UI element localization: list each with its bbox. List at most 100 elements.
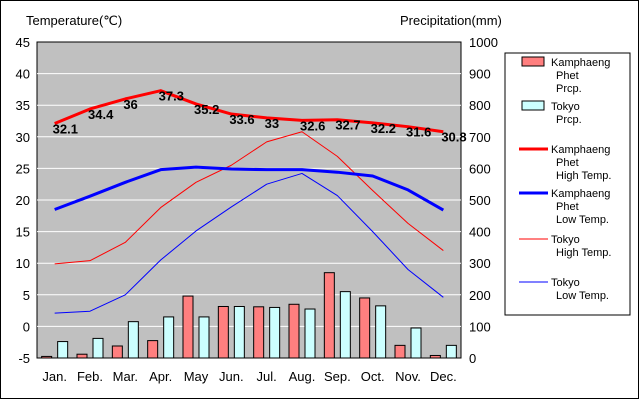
- right-tick-label: 0: [469, 351, 476, 366]
- legend-box: [504, 52, 631, 316]
- x-tick-label: Nov.: [395, 369, 421, 384]
- left-tick-label: -5: [18, 351, 30, 366]
- right-tick-label: 800: [469, 98, 491, 113]
- tokyo-precip-bar: [57, 341, 69, 359]
- right-axis-title: Precipitation(mm): [400, 13, 502, 28]
- legend-label: Phet: [556, 201, 579, 213]
- gridlines: [37, 73, 461, 327]
- left-tick-label: 5: [23, 288, 30, 303]
- kamphaeng-low-temp-line: [54, 165, 445, 212]
- legend-swatch: [521, 56, 545, 67]
- x-tick-label: Dec.: [430, 369, 457, 384]
- temperature-lines: [54, 89, 445, 314]
- high-temp-data-label: 32.7: [335, 118, 360, 133]
- left-tick-label: 30: [16, 130, 30, 145]
- tokyo-low-temp-line: [54, 172, 444, 314]
- tokyo-high-temp-line: [54, 131, 444, 265]
- tokyo-precip-bar: [92, 337, 104, 359]
- legend-label: Tokyo: [551, 277, 580, 289]
- x-tick-label: Jul.: [257, 369, 277, 384]
- right-tick-label: 600: [469, 161, 491, 176]
- legend-label: Kamphaeng: [551, 57, 610, 69]
- legend-label: High Temp.: [556, 170, 611, 182]
- x-tick-label: Jun.: [219, 369, 244, 384]
- high-temp-data-label: 34.4: [88, 107, 114, 122]
- x-tick-label: Feb.: [77, 369, 103, 384]
- legend-label: High Temp.: [556, 247, 611, 259]
- high-temp-data-label: 36: [123, 97, 137, 112]
- high-temp-data-label: 31.6: [406, 125, 431, 140]
- left-tick-label: 35: [16, 98, 30, 113]
- high-temp-data-label: 35.2: [194, 102, 219, 117]
- right-tick-label: 900: [469, 67, 491, 82]
- kamphaeng-precip-bar: [76, 353, 88, 359]
- high-temp-data-label: 33: [265, 116, 279, 131]
- kamphaeng-precip-bar: [394, 344, 406, 359]
- left-tick-label: 25: [16, 161, 30, 176]
- kamphaeng-precip-bar: [288, 303, 300, 359]
- high-temp-data-label: 37.3: [159, 89, 184, 104]
- left-tick-label: 0: [23, 319, 30, 334]
- legend-label: Prcp.: [556, 83, 582, 95]
- x-tick-label: Mar.: [113, 369, 138, 384]
- high-temp-data-label: 32.1: [53, 122, 78, 137]
- legend-label: Tokyo: [551, 101, 580, 113]
- tokyo-precip-bar: [198, 316, 210, 359]
- tokyo-precip-bar: [127, 321, 139, 359]
- precipitation-bars: [41, 272, 457, 359]
- x-tick-label: Sep.: [324, 369, 351, 384]
- x-tick-label: Oct.: [361, 369, 385, 384]
- kamphaeng-precip-bar: [147, 340, 159, 359]
- legend-label: Phet: [556, 70, 579, 82]
- legend-label: Kamphaeng: [551, 144, 610, 156]
- tokyo-precip-bar: [304, 308, 316, 359]
- x-tick-label: May: [184, 369, 209, 384]
- tokyo-precip-bar: [233, 305, 245, 359]
- kamphaeng-precip-bar: [429, 354, 441, 359]
- legend-label: Low Temp.: [556, 290, 609, 302]
- kamphaeng-precip-bar: [41, 355, 53, 359]
- legend-label: Low Temp.: [556, 214, 609, 226]
- tokyo-precip-bar: [269, 306, 281, 359]
- data-labels: 32.1 34.4 36 37.3 35.2 33.6 33 32.6 32.7 32.2 31.6…: [53, 89, 467, 145]
- x-tick-label: Apr.: [149, 369, 172, 384]
- left-tick-label: 10: [16, 256, 30, 271]
- legend-label: Phet: [556, 157, 579, 169]
- right-tick-label: 700: [469, 130, 491, 145]
- legend: KamphaengPhetPrcp.TokyoPrcp.KamphaengPhe…: [519, 56, 611, 302]
- x-tick-label: Aug.: [289, 369, 316, 384]
- legend-label: Prcp.: [556, 114, 582, 126]
- kamphaeng-precip-bar: [182, 295, 194, 359]
- high-temp-data-label: 32.6: [300, 118, 325, 133]
- right-tick-label: 300: [469, 256, 491, 271]
- legend-label: Kamphaeng: [551, 188, 610, 200]
- legend-label: Tokyo: [551, 234, 580, 246]
- kamphaeng-precip-bar: [359, 297, 371, 359]
- right-tick-label: 500: [469, 193, 491, 208]
- kamphaeng-precip-bar: [253, 306, 265, 359]
- axis-ticks: -5 0 5 10 15 20 25 30 35 40 45 0 100 200 300 400 500 600 7…: [16, 35, 498, 384]
- left-tick-label: 15: [16, 225, 30, 240]
- high-temp-data-label: 30.8: [441, 130, 466, 145]
- right-tick-label: 400: [469, 225, 491, 240]
- x-tick-label: Jan.: [42, 369, 67, 384]
- left-tick-label: 45: [16, 35, 30, 50]
- left-tick-label: 20: [16, 193, 30, 208]
- left-axis-title: Temperature(℃): [26, 13, 122, 28]
- tokyo-precip-bar: [445, 344, 457, 359]
- right-tick-label: 100: [469, 319, 491, 334]
- left-tick-label: 40: [16, 67, 30, 82]
- kamphaeng-precip-bar: [323, 272, 335, 359]
- high-temp-data-label: 33.6: [229, 112, 254, 127]
- kamphaeng-high-temp-line: [54, 89, 444, 134]
- high-temp-data-label: 32.2: [371, 121, 396, 136]
- tokyo-precip-bar: [375, 305, 387, 359]
- kamphaeng-precip-bar: [111, 345, 123, 359]
- kamphaeng-precip-bar: [217, 305, 229, 359]
- legend-swatch: [521, 100, 545, 111]
- right-tick-label: 200: [469, 288, 491, 303]
- tokyo-precip-bar: [339, 291, 351, 359]
- tokyo-precip-bar: [410, 327, 422, 359]
